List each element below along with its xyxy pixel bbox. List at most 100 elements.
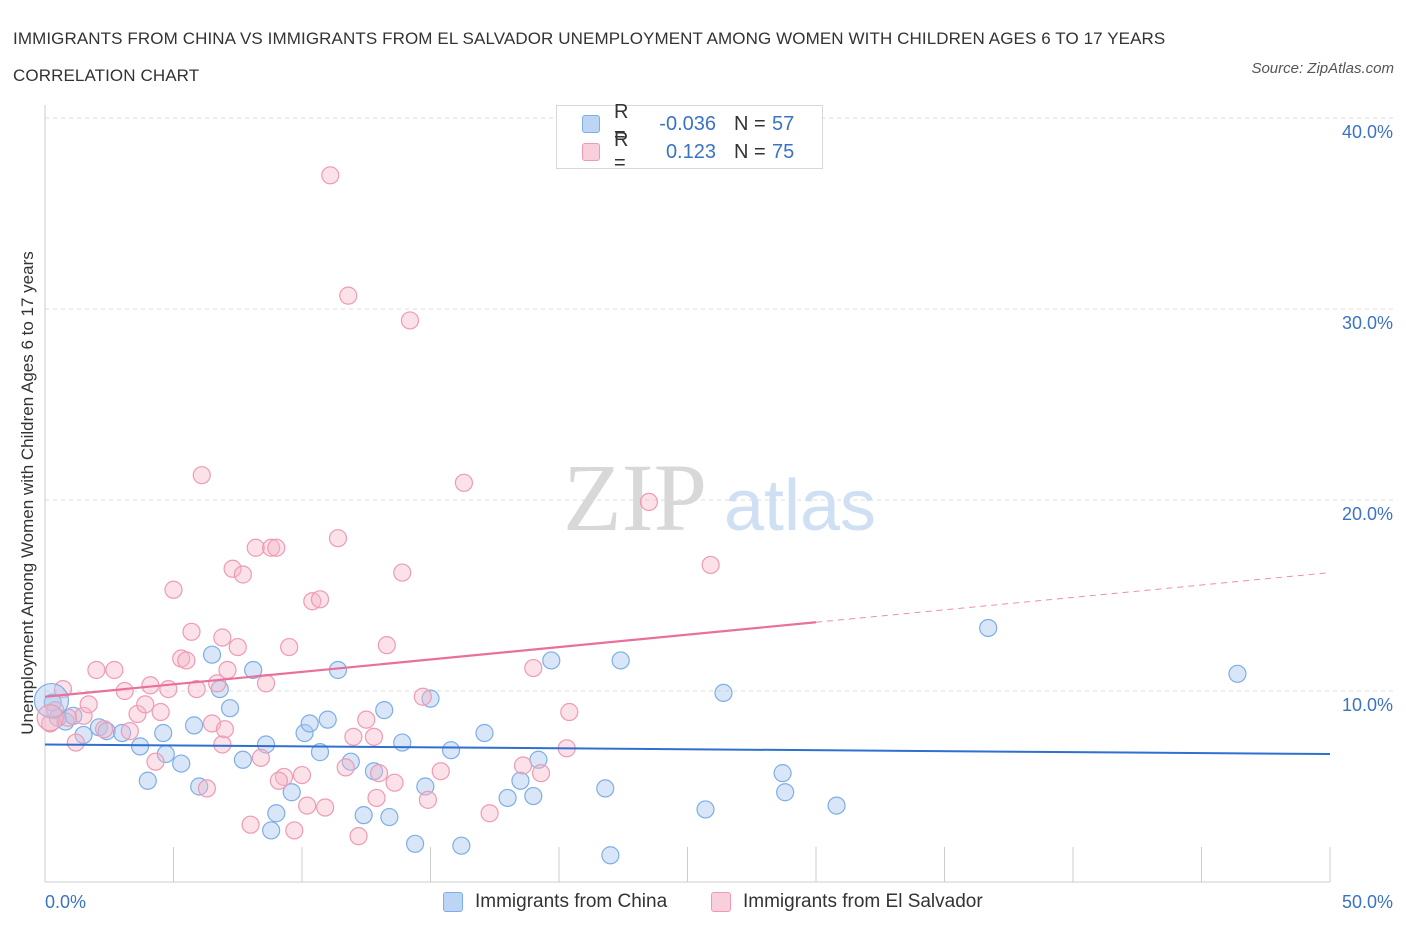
salvador-point	[115, 681, 134, 701]
watermark-atlas: atlas	[724, 466, 876, 546]
salvador-point	[251, 748, 270, 767]
r-value: -0.036	[659, 112, 716, 135]
salvador-point	[95, 720, 114, 739]
y-tick-label: 20.0%	[1342, 504, 1393, 524]
salvador-point	[328, 529, 348, 548]
china-point	[511, 771, 530, 790]
china-point	[267, 804, 286, 823]
china-point	[416, 777, 435, 796]
salvador-point	[310, 590, 330, 609]
legend-item-china: Immigrants from China	[443, 889, 667, 915]
x-tick-label: 0.0%	[45, 892, 86, 912]
china-point	[375, 700, 394, 720]
salvador-legend-swatch	[711, 892, 731, 912]
salvador-point	[146, 752, 165, 771]
salvador-swatch	[582, 143, 600, 161]
salvador-point	[187, 679, 206, 699]
china-point	[154, 723, 173, 743]
salvador-trend-extension	[815, 572, 1331, 623]
salvador-point	[192, 466, 211, 485]
salvador-point	[59, 708, 78, 727]
china-point	[341, 752, 360, 771]
salvador-point	[136, 695, 155, 714]
salvador-point	[454, 473, 474, 492]
china-point	[696, 800, 715, 819]
salvador-point	[418, 790, 438, 809]
china-point	[300, 714, 319, 733]
china-point	[184, 716, 204, 735]
salvador-point	[480, 804, 499, 823]
salvador-point	[357, 710, 376, 729]
china-point	[244, 660, 263, 680]
china-point	[172, 754, 191, 773]
china-point	[202, 645, 222, 664]
y-tick-label: 40.0%	[1342, 122, 1393, 142]
china-point	[773, 764, 792, 783]
salvador-trend-line	[44, 621, 817, 698]
salvador-point	[513, 756, 533, 775]
china-point	[74, 725, 93, 745]
china-point	[354, 806, 373, 825]
china-point	[393, 733, 412, 752]
salvador-point	[269, 771, 288, 790]
salvador-point	[385, 773, 404, 792]
salvador-point	[41, 714, 60, 733]
chart-title: IMMIGRANTS FROM CHINA VS IMMIGRANTS FROM…	[13, 29, 1166, 85]
china-point	[601, 846, 620, 865]
salvador-point	[400, 311, 420, 330]
china-point	[318, 710, 337, 729]
salvador-point	[182, 622, 201, 641]
salvador-point	[164, 580, 183, 599]
china-point	[310, 743, 330, 762]
salvador-point	[377, 636, 396, 655]
salvador-point	[367, 788, 386, 808]
watermark: ZIP atlas	[563, 444, 876, 551]
watermark-zip: ZIP	[563, 444, 707, 551]
china-point	[524, 786, 543, 806]
salvador-point	[285, 821, 304, 840]
china-point	[233, 750, 252, 769]
china-trend-line	[44, 743, 1331, 756]
china-point	[611, 651, 630, 670]
axes	[44, 105, 1331, 883]
source-label: Source: ZipAtlas.com	[1251, 60, 1394, 77]
china-point	[498, 788, 517, 808]
salvador-point	[393, 563, 412, 582]
china-point	[380, 807, 399, 827]
salvador-point	[267, 538, 286, 557]
china-point	[220, 699, 240, 718]
china-point	[138, 771, 157, 790]
salvador-point	[105, 660, 124, 680]
china-point	[256, 735, 276, 754]
salvador-point	[413, 687, 432, 706]
salvador-point	[197, 779, 217, 798]
salvador-point	[298, 796, 317, 815]
china-swatch	[582, 115, 600, 133]
data-points	[33, 166, 1247, 865]
salvador-point	[120, 722, 139, 741]
salvador-point	[344, 727, 363, 746]
r-label: R =	[614, 129, 629, 174]
legend-row-salvador: R = 0.123 N = 75	[582, 129, 794, 174]
salvador-point	[339, 286, 358, 305]
china-point	[776, 783, 795, 802]
correlation-legend: R = -0.036 N = 57 R = 0.123 N = 75	[556, 101, 823, 174]
china-point	[262, 821, 281, 840]
r-value: 0.123	[665, 140, 716, 163]
salvador-point	[316, 798, 335, 817]
salvador-point	[213, 628, 232, 647]
salvador-point	[349, 827, 368, 846]
china-point	[282, 783, 301, 802]
china-legend-swatch	[443, 892, 463, 912]
china-point	[441, 741, 461, 760]
salvador-point	[262, 538, 281, 557]
china-point	[130, 737, 150, 756]
r-label: R =	[614, 101, 629, 146]
salvador-point	[218, 660, 237, 680]
y-tick-label: 10.0%	[1342, 695, 1393, 715]
china-point	[979, 618, 998, 638]
n-label: N =	[734, 140, 766, 163]
china-point	[295, 723, 314, 743]
salvador-point	[66, 733, 85, 752]
